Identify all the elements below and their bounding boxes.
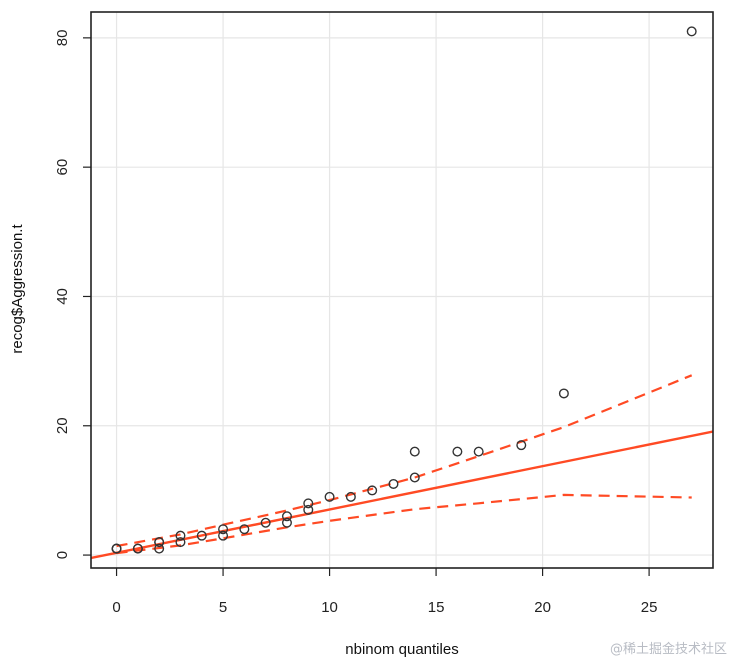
data-point: [409, 446, 420, 457]
data-point: [558, 388, 569, 399]
data-point: [196, 530, 207, 541]
y-tick-label: 40: [54, 288, 71, 305]
data-point: [218, 524, 229, 535]
data-point: [175, 537, 186, 548]
x-tick-label: 25: [641, 599, 658, 616]
y-axis-title: recog$Aggression.t: [9, 224, 26, 354]
x-tick-label: 0: [112, 599, 120, 616]
data-point: [388, 478, 399, 489]
data-point: [175, 530, 186, 541]
data-point: [281, 517, 292, 528]
data-point: [218, 530, 229, 541]
plot-frame: [90, 11, 714, 569]
confidence-band: [116, 374, 693, 555]
envelope-lower-line: [116, 493, 692, 555]
data-point: [303, 498, 314, 509]
data-point: [154, 537, 165, 548]
data-point: [324, 491, 335, 502]
data-point: [239, 524, 250, 535]
data-point: [260, 517, 271, 528]
data-point: [281, 511, 292, 522]
data-point: [303, 504, 314, 515]
data-point: [154, 543, 165, 554]
x-tick-label: 15: [428, 599, 445, 616]
x-tick-label: 5: [219, 599, 227, 616]
x-axis-title: nbinom quantiles: [345, 641, 458, 658]
reference-line-layer: [91, 430, 713, 560]
data-point: [345, 491, 356, 502]
reference-line: [91, 430, 713, 560]
data-point: [111, 543, 122, 554]
data-point: [132, 543, 143, 554]
envelope-upper-line: [116, 374, 693, 548]
y-tick-label: 20: [54, 417, 71, 434]
data-point: [516, 440, 527, 451]
data-point: [452, 446, 463, 457]
x-tick-label: 10: [321, 599, 338, 616]
data-point: [367, 485, 378, 496]
watermark-text: @稀土掘金技术社区: [609, 642, 727, 657]
data-point: [473, 446, 484, 457]
axes: 0 5 10 15 20 25 0 20 40 60 80: [54, 30, 657, 616]
grid-lines: [91, 12, 713, 568]
y-tick-label: 80: [54, 30, 71, 47]
data-point: [686, 26, 697, 37]
y-tick-label: 0: [54, 551, 71, 559]
y-tick-label: 60: [54, 159, 71, 176]
data-points: [111, 26, 697, 554]
data-point: [409, 472, 420, 483]
x-tick-label: 20: [534, 599, 551, 616]
